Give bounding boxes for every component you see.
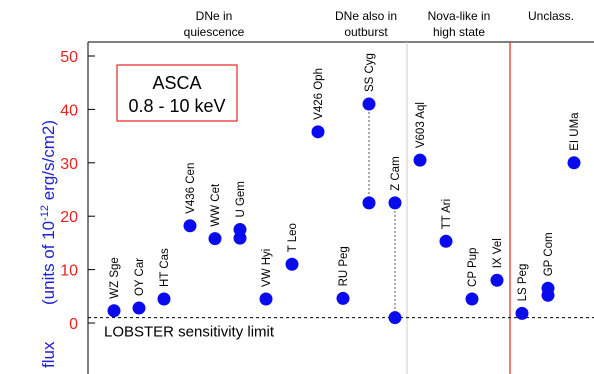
point-u-gem — [233, 231, 247, 245]
y-tick-label: 40 — [60, 102, 78, 119]
y-axis-units-exp: -12 — [39, 205, 51, 221]
group-header-unclassified: Unclass. — [528, 9, 574, 23]
point-ht-cas — [157, 292, 171, 306]
group-header-dne-quiescence: DNe in quiescence — [184, 9, 245, 39]
star-labels: WZ Sge OY Car HT Cas V436 Cen WW Cet U Gem VW … — [109, 53, 581, 301]
y-axis-units-main: (units of 10 — [39, 221, 58, 305]
group-line-1: DNe in — [196, 9, 233, 23]
star-label-ei-uma: EI UMa — [569, 112, 581, 151]
connectors — [239, 104, 549, 318]
star-label-ht-cas: HT Cas — [159, 248, 171, 287]
y-ticks: 0 10 20 30 40 50 — [60, 49, 95, 333]
star-label-ls-peg: LS Peg — [517, 264, 529, 302]
star-label-v603-aql: V603 Aql — [415, 102, 427, 148]
point-v436-cen — [183, 219, 197, 233]
point-v426-oph — [311, 125, 325, 139]
y-tick-label: 10 — [60, 263, 78, 280]
star-label-cp-pup: CP Pup — [467, 248, 479, 287]
group-line-2: high state — [433, 25, 485, 39]
star-label-z-cam: Z Cam — [390, 156, 402, 191]
point-cp-pup — [465, 292, 479, 306]
y-axis-title-units: (units of 10-12 erg/s/cm2) — [39, 120, 58, 305]
star-label-ru-peg: RU Peg — [338, 246, 350, 286]
point-z-cam — [388, 311, 402, 325]
y-axis-title: flux (units of 10-12 erg/s/cm2) — [39, 120, 58, 368]
point-ru-peg — [336, 291, 350, 305]
star-label-ss-cyg: SS Cyg — [364, 53, 376, 92]
y-tick-label: 30 — [60, 156, 78, 173]
point-tt-ari — [439, 234, 453, 248]
y-axis-units-tail: erg/s/cm2) — [39, 120, 58, 205]
point-ls-peg — [515, 306, 529, 320]
star-label-tt-ari: TT Ari — [441, 199, 453, 229]
data-points — [107, 97, 581, 325]
point-ix-vel — [490, 273, 504, 287]
group-line-1: Nova-like in — [428, 9, 491, 23]
star-label-ww-cet: WW Cet — [210, 183, 222, 227]
y-tick-label: 0 — [69, 316, 78, 333]
star-label-gp-com: GP Com — [543, 232, 555, 276]
star-label-t-leo: T Leo — [287, 223, 299, 252]
group-line-1: DNe also in — [335, 9, 397, 23]
y-axis-title-prefix: flux — [39, 341, 58, 368]
asca-box-line-2: 0.8 - 10 keV — [128, 96, 225, 116]
point-gp-com — [541, 288, 555, 302]
point-wz-sge — [107, 304, 121, 318]
star-label-v426-oph: V426 Oph — [313, 68, 325, 120]
y-tick-label: 20 — [60, 209, 78, 226]
point-t-leo — [285, 257, 299, 271]
asca-annotation-box: ASCA 0.8 - 10 keV — [116, 64, 238, 122]
point-vw-hyi — [259, 292, 273, 306]
asca-box-line-1: ASCA — [152, 73, 201, 93]
group-header-dne-outburst: DNe also in outburst — [335, 9, 397, 39]
point-ss-cyg — [362, 97, 376, 111]
y-tick-label: 50 — [60, 49, 78, 66]
star-label-wz-sge: WZ Sge — [109, 257, 121, 299]
asca-box-border — [116, 64, 238, 122]
point-ss-cyg — [362, 196, 376, 210]
star-label-ix-vel: IX Vel — [492, 238, 504, 268]
point-ww-cet — [208, 232, 222, 246]
group-line-2: quiescence — [184, 25, 245, 39]
star-label-v436-cen: V436 Cen — [185, 163, 197, 214]
star-label-oy-car: OY Car — [134, 258, 146, 296]
point-oy-car — [132, 301, 146, 315]
group-line-2: outburst — [344, 25, 388, 39]
group-line-1: Unclass. — [528, 9, 574, 23]
group-header-nova-like: Nova-like in high state — [428, 9, 491, 39]
sensitivity-limit-label: LOBSTER sensitivity limit — [104, 324, 275, 341]
point-v603-aql — [413, 153, 427, 167]
point-z-cam — [388, 196, 402, 210]
star-label-vw-hyi: VW Hyi — [261, 249, 273, 287]
point-ei-uma — [567, 156, 581, 170]
star-label-u-gem: U Gem — [235, 181, 247, 217]
